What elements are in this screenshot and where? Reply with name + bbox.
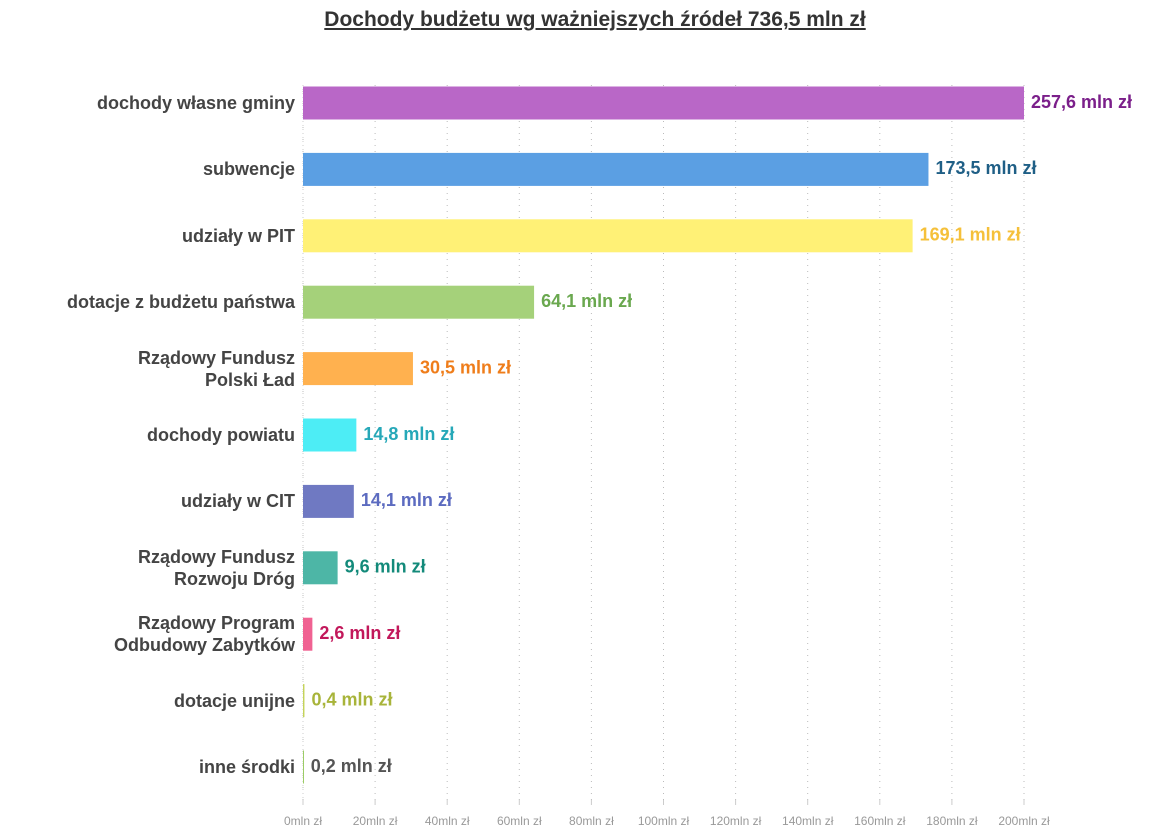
x-tick-label: 0mln zł — [284, 814, 322, 828]
bar — [303, 285, 535, 319]
bar — [303, 352, 413, 386]
bar — [303, 684, 305, 718]
y-tick-label: dotacje z budżetu państwa — [66, 292, 295, 313]
x-tick-label: 140mln zł — [782, 814, 834, 828]
y-tick-label: udziały w PIT — [181, 225, 295, 246]
y-tick-label: subwencje — [202, 159, 295, 180]
bar — [303, 418, 357, 452]
value-label: 257,6 mln zł — [1031, 92, 1132, 112]
value-label: 14,1 mln zł — [361, 490, 452, 510]
value-label: 169,1 mln zł — [920, 225, 1021, 245]
y-tick-label: dochody własne gminy — [96, 93, 295, 113]
x-tick-label: 80mln zł — [569, 814, 614, 828]
chart-title: Dochody budżetu wg ważniejszych źródeł 7… — [324, 8, 866, 31]
x-tick-label: 20mln zł — [353, 814, 398, 828]
value-label: 0,2 mln zł — [311, 756, 392, 776]
bar — [303, 152, 929, 186]
x-tick-label: 100mln zł — [638, 814, 690, 828]
y-tick-label: inne środki — [198, 757, 295, 777]
bar — [303, 617, 313, 651]
y-tick-label: Rządowy Program Odbudowy Zabytków — [113, 613, 295, 656]
x-tick-label: 180mln zł — [926, 814, 978, 828]
value-label: 173,5 mln zł — [935, 158, 1036, 178]
x-tick-label: 120mln zł — [710, 814, 762, 828]
y-tick-label: dochody powiatu — [147, 425, 295, 445]
y-tick-label: Rządowy Fundusz Rozwoju Dróg — [138, 546, 295, 589]
value-label: 64,1 mln zł — [541, 291, 632, 311]
y-tick-label: Rządowy Fundusz Polski Ład — [138, 347, 295, 390]
bar — [303, 219, 913, 253]
y-tick-label: udziały w CIT — [180, 491, 295, 512]
value-label: 30,5 mln zł — [420, 357, 511, 377]
bars — [303, 86, 1024, 784]
value-label: 9,6 mln zł — [345, 557, 426, 577]
bar — [303, 484, 354, 518]
bar — [303, 86, 1024, 120]
y-tick-label: dotacje unijne — [173, 690, 295, 711]
value-label: 14,8 mln zł — [363, 424, 454, 444]
bar — [303, 551, 338, 585]
bar — [303, 750, 304, 784]
value-label: 2,6 mln zł — [319, 623, 400, 643]
x-tick-label: 160mln zł — [854, 814, 906, 828]
x-tick-label: 40mln zł — [425, 814, 470, 828]
x-tick-label: 60mln zł — [497, 814, 542, 828]
x-tick-label: 200mln zł — [998, 814, 1050, 828]
value-label: 0,4 mln zł — [311, 689, 392, 709]
